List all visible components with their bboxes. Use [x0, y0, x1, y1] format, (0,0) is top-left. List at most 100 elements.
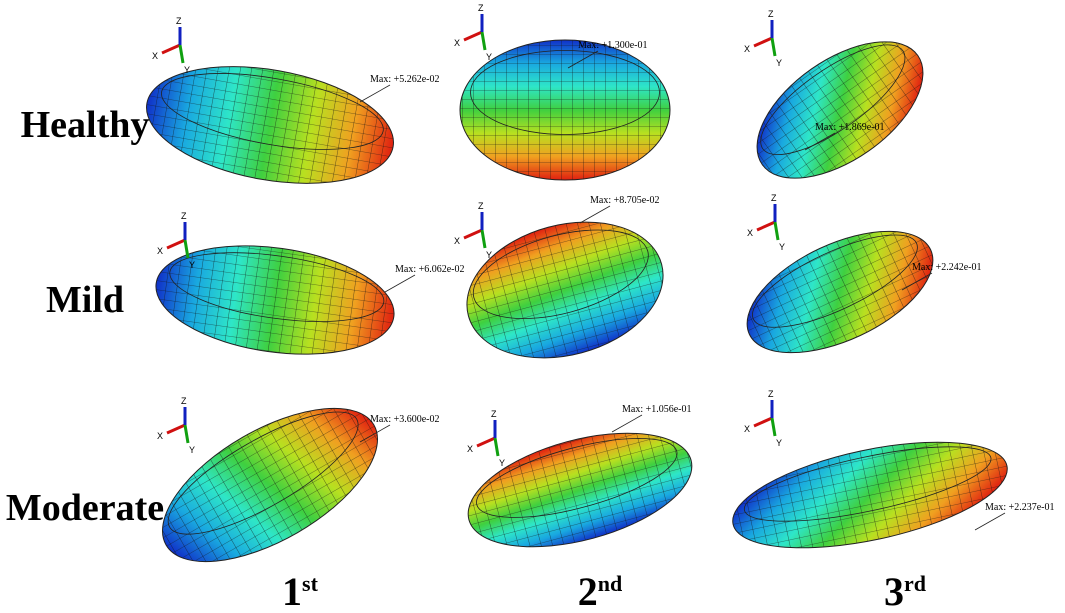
- axis-triad: X Y Z: [157, 396, 195, 455]
- mesh-top: [161, 73, 384, 150]
- triad-label: X: [747, 228, 753, 238]
- triad-label: Y: [499, 458, 505, 468]
- max-leader: [974, 512, 1006, 531]
- axis-triad: X Y Z: [454, 3, 492, 62]
- row-label: Mild: [46, 279, 124, 321]
- triad-label: Z: [181, 396, 187, 406]
- triad-y: [770, 37, 777, 57]
- mesh-grid: [756, 41, 924, 179]
- triad-x: [161, 43, 181, 55]
- max-leader: [567, 50, 599, 69]
- max-leader: [901, 272, 933, 291]
- mesh-grid: [459, 39, 671, 181]
- mesh-model: [467, 432, 693, 548]
- mesh-grid: [746, 230, 934, 354]
- triad-x: [753, 416, 773, 428]
- triad-y: [480, 229, 487, 249]
- mesh-top: [760, 44, 906, 156]
- triad-y: [770, 417, 777, 437]
- triad-y: [178, 44, 185, 64]
- triad-label: X: [157, 246, 163, 256]
- mesh-top: [476, 438, 678, 518]
- mesh-model: [756, 41, 924, 179]
- axis-triad: X Y Z: [152, 16, 190, 75]
- triad-label: Z: [768, 9, 774, 19]
- triad-y: [480, 31, 487, 51]
- triad-x: [476, 436, 496, 448]
- column-label-base: 2: [578, 569, 598, 613]
- mesh-top: [472, 229, 649, 319]
- mesh-grid: [467, 432, 693, 548]
- mesh-top: [752, 234, 918, 328]
- triad-label: Z: [176, 16, 182, 26]
- column-label: 3rd: [884, 569, 926, 613]
- triad-x: [463, 228, 483, 240]
- triad-label: Y: [486, 250, 492, 260]
- triad-x: [166, 238, 186, 250]
- triad-label: Z: [771, 193, 777, 203]
- mesh-model: [459, 39, 671, 181]
- column-label-base: 3: [884, 569, 904, 613]
- max-leader: [384, 274, 416, 293]
- axis-triad: X Y Z: [747, 193, 785, 252]
- triad-y: [183, 239, 190, 259]
- column-label: 1st: [282, 569, 319, 613]
- max-leader: [804, 132, 836, 151]
- triad-label: Z: [491, 409, 497, 419]
- column-label-sup: rd: [904, 571, 926, 596]
- max-label: Max: +5.262e-02: [370, 74, 440, 85]
- triad-label: Z: [478, 3, 484, 13]
- mesh-top: [470, 50, 660, 135]
- column-label-sup: nd: [598, 571, 622, 596]
- triad-x: [166, 423, 186, 435]
- triad-y: [183, 424, 190, 444]
- triad-label: Y: [776, 58, 782, 68]
- max-leader: [611, 414, 643, 433]
- column-label-base: 1: [282, 569, 302, 613]
- triad-label: X: [744, 424, 750, 434]
- triad-label: Y: [779, 242, 785, 252]
- mesh-model: [162, 407, 378, 563]
- triad-label: Y: [776, 438, 782, 448]
- row-label: Moderate: [6, 487, 164, 529]
- max-label: Max: +6.062e-02: [395, 264, 465, 275]
- mesh-grid: [732, 441, 1008, 549]
- mesh-top: [167, 411, 359, 535]
- max-label: Max: +2.237e-01: [985, 502, 1055, 513]
- triad-label: Z: [768, 389, 774, 399]
- axis-triad: X Y Z: [454, 201, 492, 260]
- triad-label: X: [157, 431, 163, 441]
- triad-label: X: [454, 38, 460, 48]
- triad-x: [753, 36, 773, 48]
- mesh-model: [732, 441, 1008, 549]
- triad-label: Y: [486, 52, 492, 62]
- triad-label: Z: [181, 211, 187, 221]
- triad-label: X: [454, 236, 460, 246]
- triad-label: Y: [189, 445, 195, 455]
- triad-label: X: [744, 44, 750, 54]
- max-leader: [359, 424, 391, 443]
- max-label: Max: +8.705e-02: [590, 195, 660, 206]
- mesh-grid: [466, 221, 664, 359]
- triad-label: Y: [189, 260, 195, 270]
- column-label: 2nd: [578, 569, 622, 613]
- max-leader: [579, 205, 611, 224]
- mesh-model: [746, 230, 934, 354]
- mesh-model: [146, 66, 394, 184]
- mesh-model: [466, 221, 664, 359]
- triad-label: Z: [478, 201, 484, 211]
- triad-y: [493, 437, 500, 457]
- max-label: Max: +2.242e-01: [912, 262, 982, 273]
- axis-triad: X Y Z: [157, 211, 195, 270]
- axis-triad: X Y Z: [744, 9, 782, 68]
- max-label: Max: +1.300e-01: [578, 40, 648, 51]
- max-leader: [359, 84, 391, 103]
- mesh-grid: [146, 66, 394, 184]
- mesh-top: [743, 446, 992, 522]
- triad-y: [773, 221, 780, 241]
- triad-x: [756, 220, 776, 232]
- max-label: Max: +1.056e-01: [622, 404, 692, 415]
- triad-x: [463, 30, 483, 42]
- triad-label: Y: [184, 65, 190, 75]
